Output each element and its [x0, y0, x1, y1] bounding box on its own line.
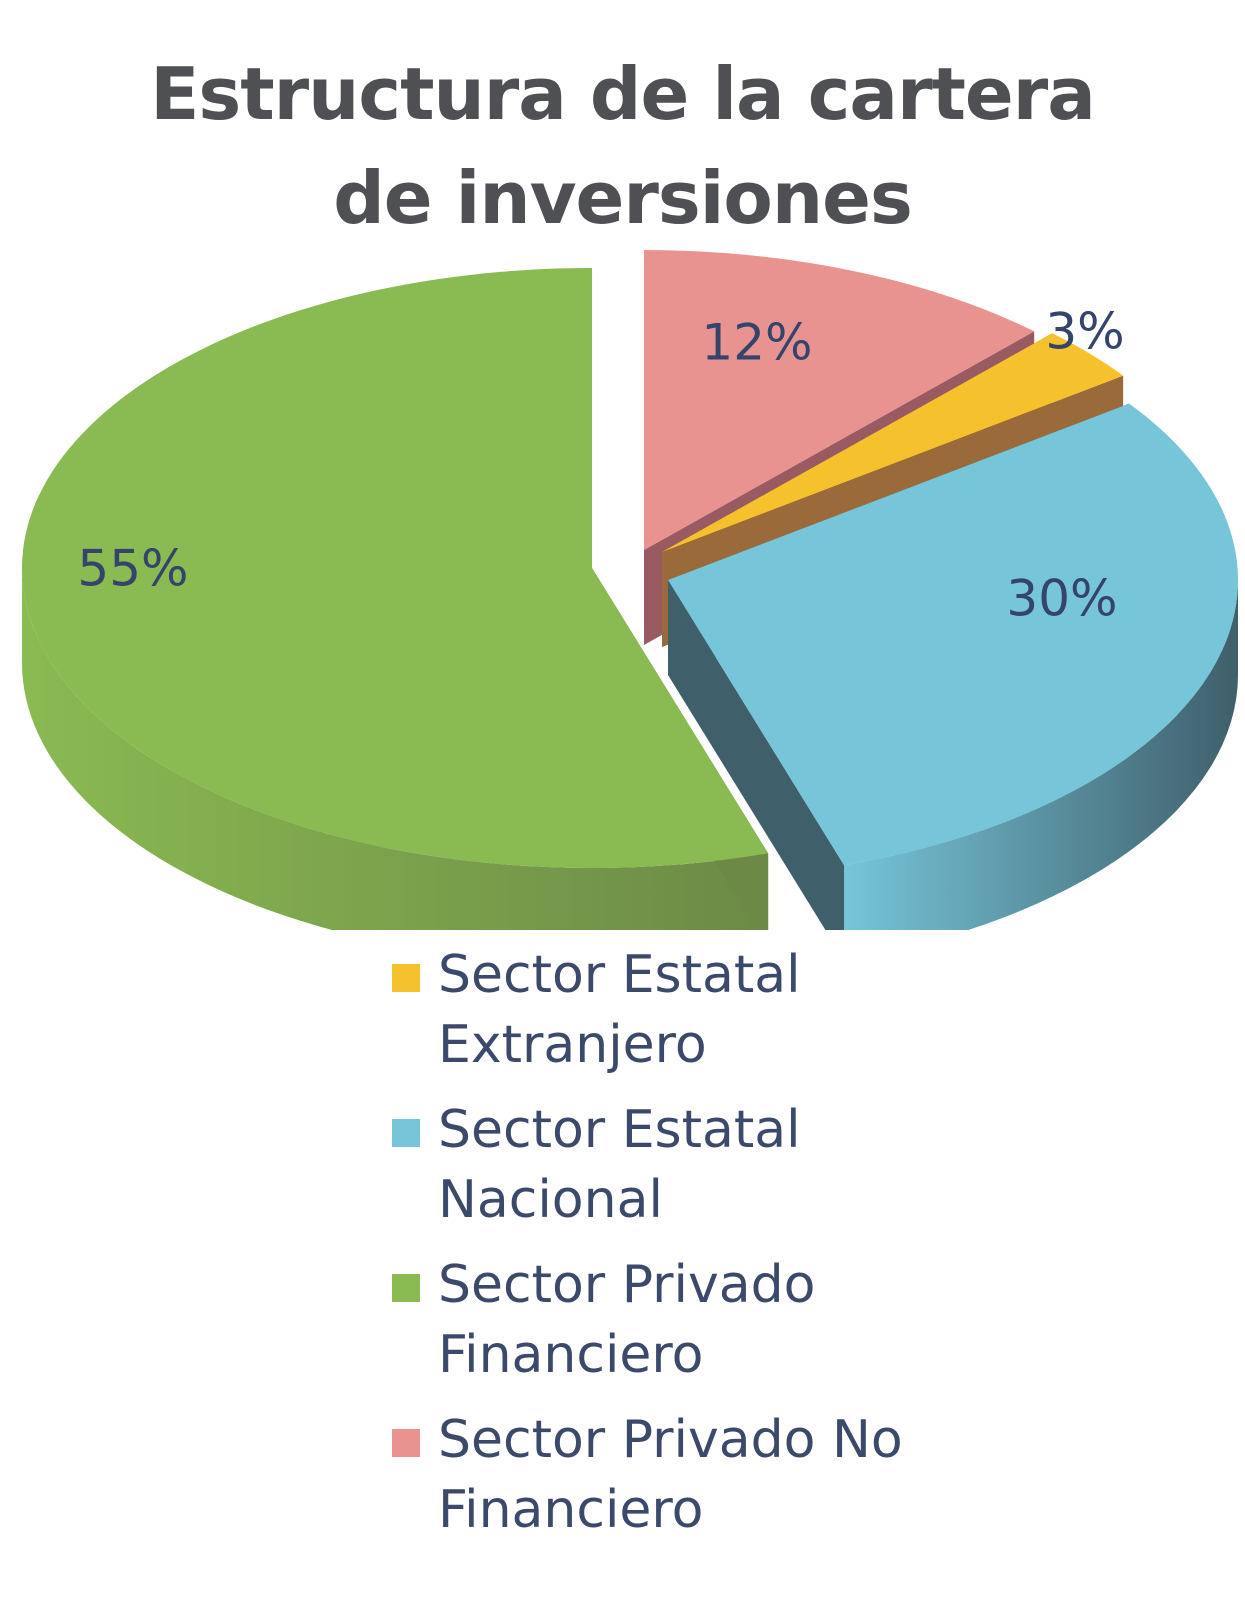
pie-slice-sector-privado-no-financiero: [644, 250, 1035, 550]
pie-side-sector-estatal-nacional: [844, 580, 1238, 930]
pie-cut-sector-estatal-nacional-1: [668, 580, 845, 930]
pie-slice-sector-estatal-extranjero: [662, 333, 1124, 552]
chart-title-line-1: Estructura de la cartera: [150, 52, 1096, 136]
legend-item-sector-privado-no-financiero: Sector Privado No Financiero: [392, 1405, 1212, 1560]
pie-chart: 12% 3% 30% 55%: [21, 250, 1238, 930]
chart-title-line-2: de inversiones: [333, 156, 913, 240]
legend-item-sector-estatal-nacional: Sector Estatal Nacional: [392, 1095, 1212, 1250]
pie-side-sector-privado-financiero: [22, 568, 769, 930]
legend-item-sector-estatal-extranjero: Sector Estatal Extranjero: [392, 940, 1212, 1095]
data-label-sector-privado-no-financiero: 12%: [701, 314, 812, 372]
legend-swatch-sector-privado-financiero: [392, 1274, 420, 1302]
pie-slice-sector-privado-financiero: [21, 268, 769, 869]
legend-swatch-sector-estatal-extranjero: [392, 964, 420, 992]
legend-swatch-sector-privado-no-financiero: [392, 1429, 420, 1457]
legend-label-sector-privado-financiero: Sector Privado Financiero: [438, 1255, 816, 1385]
legend-label-sector-estatal-extranjero: Sector Estatal Extranjero: [438, 945, 801, 1075]
data-label-sector-privado-financiero: 55%: [77, 540, 188, 598]
legend-swatch-sector-estatal-nacional: [392, 1119, 420, 1147]
legend: Sector Estatal Extranjero Sector Estatal…: [392, 940, 1212, 1560]
pie-slice-sector-estatal-nacional: [668, 403, 1238, 866]
legend-item-sector-privado-financiero: Sector Privado Financiero: [392, 1250, 1212, 1405]
legend-label-sector-privado-no-financiero: Sector Privado No Financiero: [438, 1410, 903, 1540]
legend-label-sector-estatal-nacional: Sector Estatal Nacional: [438, 1100, 801, 1230]
data-label-sector-estatal-extranjero: 3%: [1045, 303, 1124, 361]
chart-title: Estructura de la cartera de inversiones: [0, 42, 1245, 250]
data-label-sector-estatal-nacional: 30%: [1006, 570, 1117, 628]
